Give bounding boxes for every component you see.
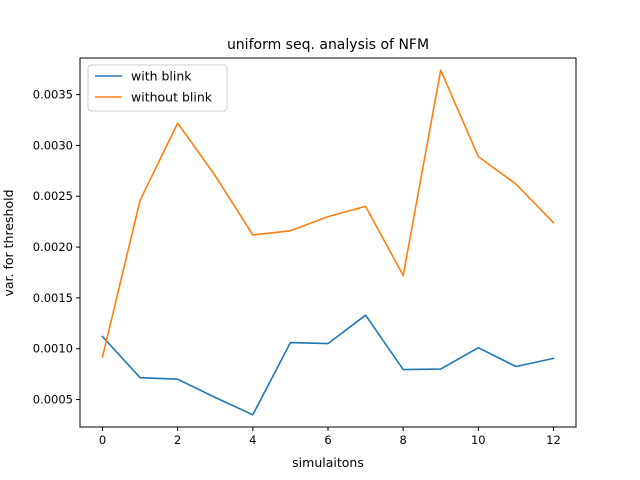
x-axis: 0 2 4 6 8 10 12 xyxy=(99,427,561,447)
x-tick-label: 4 xyxy=(249,433,256,447)
series-line-1 xyxy=(101,314,555,416)
x-tick-label: 10 xyxy=(471,433,486,447)
y-tick-label: 0.0025 xyxy=(33,189,73,203)
y-tick-label: 0.0010 xyxy=(33,342,73,356)
y-tick-label: 0.0035 xyxy=(33,88,73,102)
y-tick-label: 0.0030 xyxy=(33,138,73,152)
y-axis: 0.0005 0.0010 0.0015 0.0020 0.0025 0.0030 0.00… xyxy=(33,88,80,407)
legend-label-1: with blink xyxy=(131,69,192,84)
x-tick-label: 0 xyxy=(99,433,106,447)
x-tick-label: 6 xyxy=(324,433,331,447)
y-tick-label: 0.0020 xyxy=(33,240,73,254)
series-line-2 xyxy=(101,69,555,358)
x-tick-label: 8 xyxy=(399,433,406,447)
legend-label-2: without blink xyxy=(131,90,213,105)
y-axis-label: var. for threshold xyxy=(1,189,16,296)
x-tick-label: 12 xyxy=(546,433,561,447)
x-tick-label: 2 xyxy=(174,433,181,447)
y-tick-label: 0.0015 xyxy=(33,291,73,305)
legend: with blink without blink xyxy=(87,64,228,112)
legend-box xyxy=(87,64,228,112)
y-tick-label: 0.0005 xyxy=(33,393,73,407)
x-axis-label: simulaitons xyxy=(292,455,364,470)
plot-lines xyxy=(101,69,555,416)
chart-title: uniform seq. analysis of NFM xyxy=(227,37,429,53)
